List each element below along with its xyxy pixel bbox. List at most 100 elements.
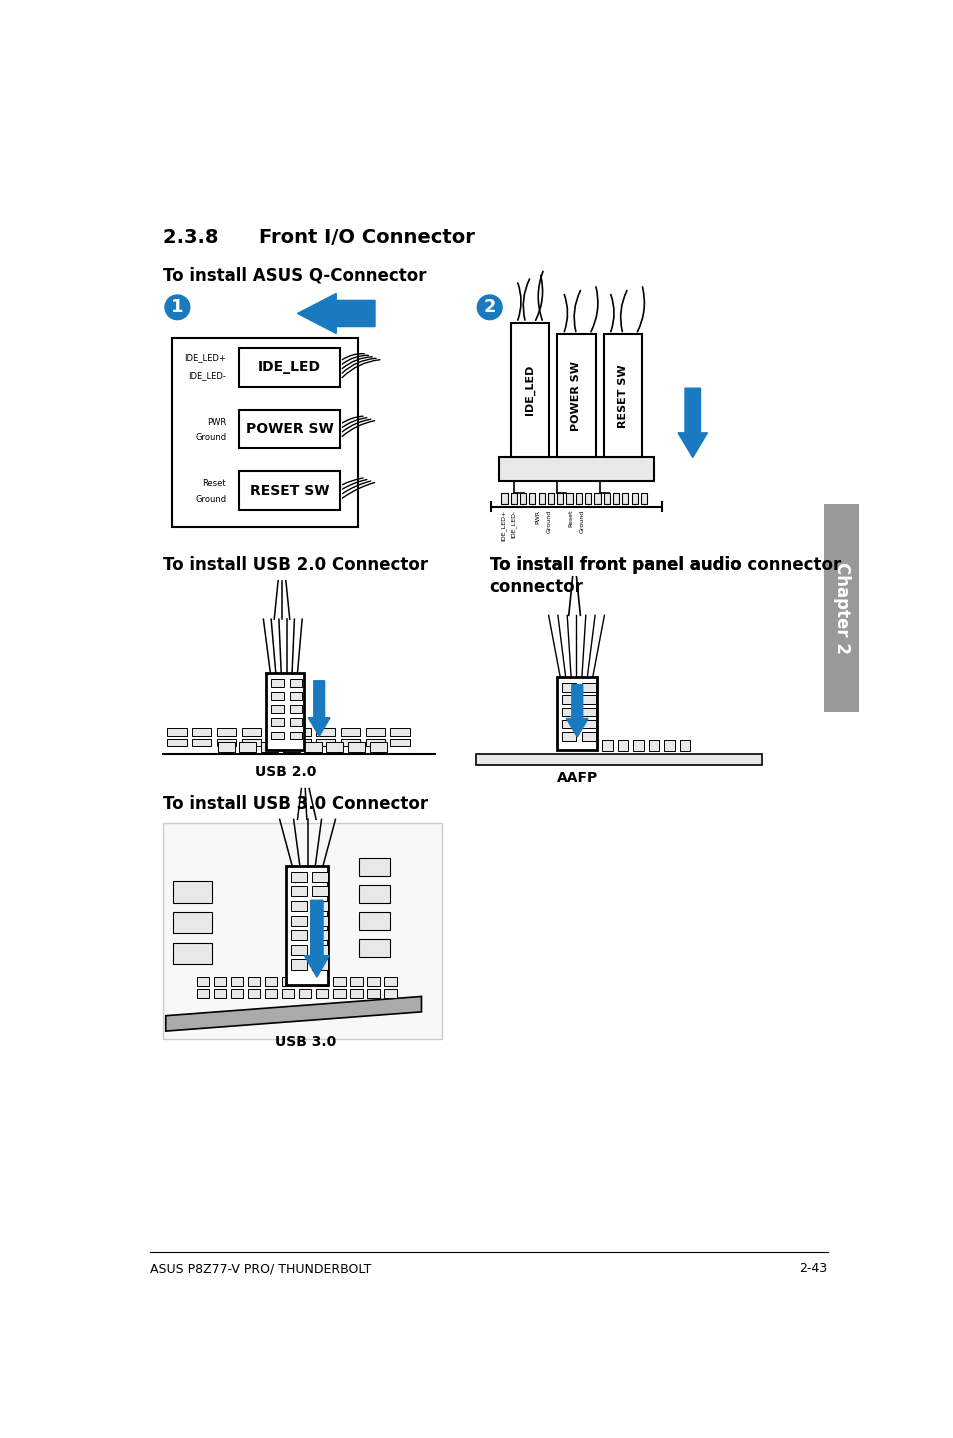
Text: Ground: Ground — [578, 510, 584, 533]
Bar — [581, 720, 596, 729]
Text: 1: 1 — [171, 298, 183, 316]
Bar — [621, 493, 628, 503]
Bar — [266, 739, 286, 746]
Bar — [561, 696, 575, 703]
Bar — [266, 729, 286, 736]
Bar — [241, 739, 261, 746]
Text: 2: 2 — [483, 298, 496, 316]
Bar — [581, 732, 596, 741]
Bar — [196, 978, 209, 986]
Bar — [282, 989, 294, 998]
Text: connector: connector — [489, 578, 583, 597]
Text: PWR: PWR — [207, 417, 226, 427]
FancyArrow shape — [678, 388, 707, 457]
Bar — [500, 493, 507, 503]
Bar — [312, 886, 328, 896]
Bar — [369, 742, 386, 752]
Text: POWER SW: POWER SW — [571, 361, 581, 431]
Bar — [367, 989, 379, 998]
Bar — [510, 322, 549, 457]
Bar — [365, 739, 385, 746]
Bar — [390, 729, 410, 736]
Bar — [271, 732, 283, 739]
Bar — [173, 942, 212, 963]
Text: IDE_LED: IDE_LED — [524, 365, 535, 416]
Text: To install USB 2.0 Connector: To install USB 2.0 Connector — [163, 557, 428, 574]
Bar — [216, 729, 236, 736]
Bar — [241, 729, 261, 736]
Bar — [291, 930, 307, 940]
Bar — [312, 959, 328, 969]
Bar — [561, 683, 575, 692]
Bar — [359, 884, 390, 903]
Bar — [291, 902, 307, 912]
Bar — [384, 989, 396, 998]
Bar — [350, 989, 362, 998]
Bar — [557, 493, 562, 503]
Bar — [648, 741, 659, 751]
Bar — [213, 978, 226, 986]
Bar — [239, 742, 256, 752]
Bar — [231, 978, 243, 986]
Bar — [581, 696, 596, 703]
Bar — [612, 493, 618, 503]
Bar — [561, 707, 575, 716]
Bar — [633, 741, 643, 751]
Circle shape — [476, 295, 501, 319]
Bar — [291, 886, 307, 896]
Bar — [312, 945, 328, 955]
Bar — [594, 493, 599, 503]
Bar — [498, 457, 654, 480]
Bar — [312, 930, 328, 940]
Bar — [192, 739, 212, 746]
Bar — [282, 978, 294, 986]
Circle shape — [165, 295, 190, 319]
Text: AAFP: AAFP — [556, 771, 598, 785]
Bar — [823, 503, 858, 712]
Bar — [167, 729, 187, 736]
Bar — [173, 912, 212, 933]
Bar — [603, 493, 609, 503]
Text: Ground: Ground — [546, 510, 551, 533]
Bar — [271, 692, 283, 700]
Bar — [367, 978, 379, 986]
Text: Ground: Ground — [194, 495, 226, 503]
Bar — [557, 677, 597, 751]
Bar — [239, 348, 340, 387]
Bar — [291, 729, 311, 736]
Bar — [290, 732, 302, 739]
Bar — [603, 334, 641, 457]
Bar — [359, 939, 390, 958]
Bar — [575, 493, 581, 503]
Text: IDE_LED: IDE_LED — [258, 361, 321, 374]
Bar — [231, 989, 243, 998]
Text: IDE_LED+: IDE_LED+ — [500, 510, 506, 541]
FancyArrow shape — [304, 900, 329, 978]
Bar — [196, 989, 209, 998]
Bar — [333, 989, 345, 998]
Bar — [291, 871, 307, 881]
Bar — [239, 410, 340, 449]
Bar — [584, 493, 591, 503]
Bar — [365, 729, 385, 736]
Bar — [617, 741, 628, 751]
Text: PWR: PWR — [535, 510, 539, 523]
Text: 2.3.8      Front I/O Connector: 2.3.8 Front I/O Connector — [163, 229, 475, 247]
Bar — [291, 739, 311, 746]
Bar — [663, 741, 674, 751]
Bar — [172, 338, 357, 526]
Bar — [248, 989, 260, 998]
Bar — [519, 493, 525, 503]
Bar — [265, 989, 277, 998]
Bar — [315, 978, 328, 986]
Text: To install front panel audio connector: To install front panel audio connector — [489, 557, 840, 574]
Bar — [390, 739, 410, 746]
Bar — [561, 732, 575, 741]
Bar — [248, 978, 260, 986]
Text: RESET SW: RESET SW — [250, 483, 329, 498]
Bar — [340, 739, 360, 746]
Bar — [557, 334, 596, 457]
Text: To install front panel audio: To install front panel audio — [489, 557, 740, 574]
Bar — [291, 916, 307, 926]
FancyArrow shape — [297, 293, 375, 334]
